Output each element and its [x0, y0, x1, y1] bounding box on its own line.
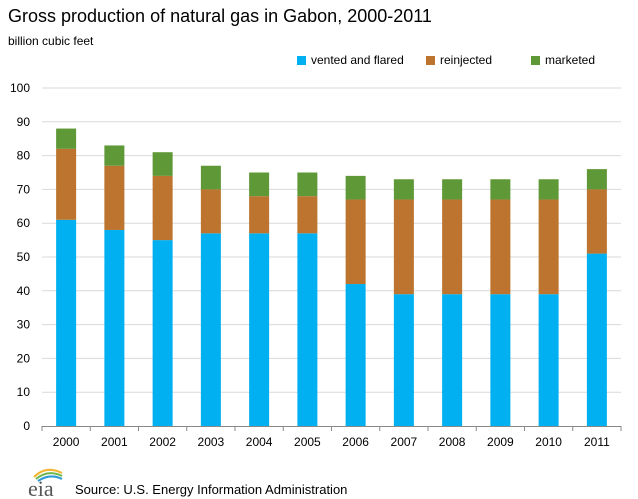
- y-tick-label: 50: [17, 250, 31, 264]
- bar-reinjected-2008: [442, 199, 463, 295]
- y-tick-label: 40: [17, 284, 31, 298]
- bar-vented-and-flared-2005: [297, 233, 318, 426]
- bar-vented-and-flared-2008: [442, 294, 463, 426]
- legend-item-reinjected: reinjected: [426, 53, 492, 67]
- bar-vented-and-flared-2009: [490, 294, 511, 426]
- bar-vented-and-flared-2010: [538, 294, 559, 426]
- y-tick-label: 30: [17, 318, 31, 332]
- eia-logo: eia: [28, 468, 63, 499]
- x-tick-label: 2008: [439, 435, 466, 449]
- y-tick-label: 80: [17, 149, 31, 163]
- bar-marketed-2004: [249, 172, 270, 197]
- bar-reinjected-2006: [345, 199, 366, 285]
- x-tick-label: 2010: [535, 435, 562, 449]
- bar-reinjected-2007: [393, 199, 414, 295]
- legend-label: vented and flared: [311, 53, 404, 67]
- bar-marketed-2000: [56, 128, 77, 149]
- legend-item-vented: vented and flared: [297, 53, 404, 67]
- bar-reinjected-2009: [490, 199, 511, 295]
- bar-vented-and-flared-2002: [152, 240, 173, 426]
- bar-reinjected-2000: [56, 148, 77, 220]
- y-tick-label: 100: [10, 81, 30, 95]
- bar-reinjected-2004: [249, 196, 270, 234]
- y-tick-label: 60: [17, 216, 31, 230]
- bar-vented-and-flared-2004: [249, 233, 270, 426]
- bar-marketed-2009: [490, 179, 511, 200]
- legend-label: marketed: [545, 53, 596, 67]
- x-tick-label: 2006: [342, 435, 369, 449]
- y-tick-label: 70: [17, 182, 31, 196]
- bar-marketed-2005: [297, 172, 318, 197]
- legend-label: reinjected: [440, 53, 493, 67]
- y-axis-label: billion cubic feet: [8, 34, 94, 48]
- x-tick-label: 2011: [584, 435, 610, 449]
- bar-marketed-2010: [538, 179, 559, 200]
- bar-vented-and-flared-2011: [586, 253, 607, 426]
- bar-vented-and-flared-2003: [200, 233, 221, 426]
- legend-swatch: [531, 55, 540, 65]
- bar-reinjected-2005: [297, 196, 318, 234]
- bar-marketed-2007: [393, 179, 414, 200]
- legend-swatch: [426, 55, 435, 65]
- bar-marketed-2011: [586, 169, 607, 190]
- x-tick-label: 2003: [198, 435, 225, 449]
- bar-marketed-2001: [104, 145, 125, 166]
- bar-reinjected-2011: [586, 189, 607, 254]
- bar-marketed-2006: [345, 175, 366, 200]
- source-note: Source: U.S. Energy Information Administ…: [75, 482, 348, 497]
- y-tick-label: 0: [23, 419, 30, 433]
- bar-vented-and-flared-2007: [393, 294, 414, 426]
- bar-reinjected-2002: [152, 175, 173, 241]
- bar-marketed-2008: [442, 179, 463, 200]
- x-tick-label: 2009: [487, 435, 514, 449]
- bar-marketed-2002: [152, 152, 173, 176]
- x-tick-label: 2001: [101, 435, 128, 449]
- x-tick-label: 2005: [294, 435, 321, 449]
- y-tick-label: 20: [17, 351, 31, 365]
- bar-vented-and-flared-2006: [345, 284, 366, 426]
- bar-reinjected-2003: [200, 189, 221, 234]
- x-tick-label: 2004: [246, 435, 273, 449]
- x-tick-label: 2000: [53, 435, 80, 449]
- x-tick-label: 2002: [149, 435, 176, 449]
- legend-swatch: [297, 55, 306, 65]
- bar-vented-and-flared-2000: [56, 219, 77, 426]
- x-tick-label: 2007: [391, 435, 418, 449]
- svg-text:eia: eia: [28, 476, 54, 499]
- y-tick-label: 90: [17, 115, 31, 129]
- y-tick-label: 10: [17, 385, 31, 399]
- bar-reinjected-2010: [538, 199, 559, 295]
- chart-title: Gross production of natural gas in Gabon…: [8, 6, 432, 26]
- bar-reinjected-2001: [104, 165, 125, 230]
- bar-vented-and-flared-2001: [104, 229, 125, 426]
- plot-area: 0 10 20 30 40 50 60 70 80 90 100 2000 2001 2002 2003 20…: [10, 81, 622, 449]
- bar-marketed-2003: [200, 165, 221, 190]
- legend-item-marketed: marketed: [531, 53, 595, 67]
